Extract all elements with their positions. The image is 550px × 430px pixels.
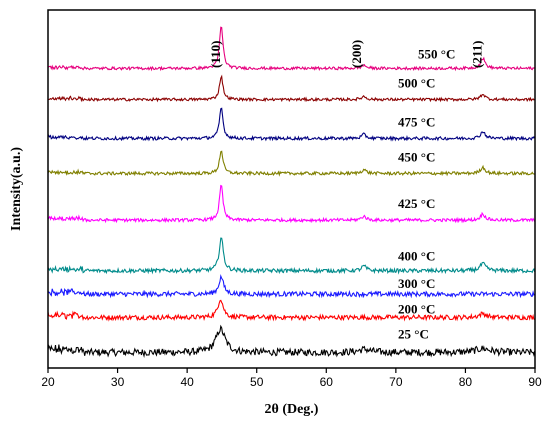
series-label-6: 475 °C (398, 114, 435, 129)
series-line-4 (47, 184, 536, 224)
series-label-0: 25 °C (398, 326, 429, 341)
peak-label-2: (211) (469, 41, 484, 68)
series-line-2 (47, 273, 536, 299)
x-tick-label-4: 60 (320, 375, 334, 389)
peak-label-1: (200) (349, 40, 364, 68)
x-tick-label-7: 90 (528, 375, 542, 389)
series-line-7 (47, 74, 535, 103)
series-line-6 (47, 107, 536, 142)
x-axis-title: 2θ (Deg.) (265, 402, 319, 417)
series-label-7: 500 °C (398, 76, 435, 91)
y-axis-title: Intensity(a.u.) (9, 147, 24, 231)
series-label-3: 400 °C (398, 249, 435, 264)
x-tick-label-2: 40 (180, 375, 194, 389)
series-line-3 (47, 237, 536, 275)
series-layer (47, 26, 536, 358)
plot-frame (47, 9, 536, 369)
series-label-4: 425 °C (398, 196, 435, 211)
series-label-8: 550 °C (418, 46, 455, 61)
series-label-2: 300 °C (398, 276, 435, 291)
x-tick-label-1: 30 (111, 375, 125, 389)
x-tick-label-0: 20 (41, 375, 55, 389)
series-line-1 (47, 299, 536, 322)
series-line-8 (47, 26, 535, 72)
series-line-5 (47, 150, 535, 177)
x-axis-ticks: 20 30 40 50 60 70 80 90 (41, 368, 542, 389)
peak-annotation-layer: (110) (200) (211) (208, 40, 485, 68)
peak-label-0: (110) (208, 41, 223, 68)
series-line-0 (47, 324, 536, 358)
x-tick-label-6: 80 (459, 375, 473, 389)
series-label-layer: 25 °C 200 °C 300 °C 400 °C 425 °C 450 °C 475 °… (398, 46, 455, 341)
series-label-5: 450 °C (398, 149, 435, 164)
x-tick-label-3: 50 (250, 375, 264, 389)
series-label-1: 200 °C (398, 301, 435, 316)
x-tick-label-5: 70 (389, 375, 403, 389)
